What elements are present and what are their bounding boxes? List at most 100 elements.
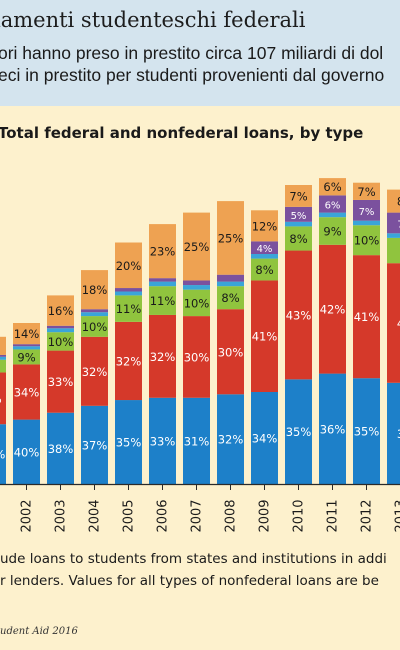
data-label-green: 8% — [255, 263, 273, 277]
bar-segment-purple — [149, 278, 176, 282]
data-label-blue: 34% — [252, 432, 278, 446]
bar-segment-red — [285, 250, 312, 380]
bar-segment-green — [115, 295, 142, 322]
subtitle-line: ori hanno preso in prestito circa 107 mi… — [0, 43, 384, 63]
data-label-orange: 12% — [252, 219, 278, 233]
bar-segment-green — [285, 226, 312, 251]
data-label-red: 43% — [286, 308, 312, 322]
bar-segment-cyan — [251, 254, 278, 259]
data-label-blue: 31% — [184, 434, 210, 448]
bar-segment-red — [47, 350, 74, 413]
data-label-orange: 25% — [218, 231, 244, 245]
bar-segment-purple — [47, 325, 74, 329]
data-label-orange: 7% — [289, 189, 307, 203]
data-label-purple: 4% — [257, 244, 273, 255]
bar-segment-cyan — [115, 291, 142, 296]
bar-segment-green — [319, 217, 346, 245]
data-label-green: 11% — [116, 302, 142, 316]
bar-segment-green — [387, 237, 400, 264]
data-label-red: 4% — [0, 392, 2, 406]
data-label-blue: 38% — [48, 442, 74, 456]
data-label-purple: 7% — [359, 207, 375, 218]
data-label-blue: 3 — [397, 427, 400, 441]
bar-segment-red — [217, 309, 244, 395]
chart-title: Total federal and nonfederal loans, by t… — [0, 124, 364, 142]
bar-segment-blue — [353, 378, 380, 484]
bar-segment-purple — [319, 195, 346, 213]
bar-segment-orange — [47, 295, 74, 326]
data-label-blue: 37% — [82, 438, 108, 452]
data-label-orange: 23% — [150, 245, 176, 259]
x-tick-label: 2001 — [0, 499, 1, 532]
bar-segment-orange — [0, 336, 6, 355]
bar-segment-blue — [217, 394, 244, 484]
bar-segment-cyan — [0, 356, 6, 360]
data-label-blue: 40% — [14, 445, 40, 459]
data-label-green: 8% — [221, 291, 239, 305]
bar-segment-red — [183, 316, 210, 398]
x-tick-label: 2008 — [224, 499, 239, 532]
x-tick-label: 2013 — [394, 499, 400, 532]
bar-segment-purple — [387, 212, 400, 234]
data-label-red: 32% — [150, 350, 176, 364]
data-label-blue: 35% — [116, 436, 142, 450]
bar-segment-purple — [81, 309, 108, 313]
data-label-blue: 35% — [286, 425, 312, 439]
data-label-red: 32% — [116, 354, 142, 368]
data-label-orange: 14% — [14, 327, 40, 341]
data-label-blue: 32% — [218, 433, 244, 447]
bar-segment-red — [0, 372, 6, 425]
bar-segment-blue — [13, 419, 40, 484]
data-label-blue: 40% — [0, 448, 5, 462]
bar-segment-cyan — [353, 220, 380, 226]
bar-segment-orange — [149, 224, 176, 279]
bar-segment-cyan — [387, 233, 400, 238]
bar-segment-cyan — [47, 328, 74, 333]
bar-segment-cyan — [81, 312, 108, 317]
footnote-line: ude loans to students from states and in… — [0, 551, 387, 567]
bar-segment-red — [319, 244, 346, 374]
bar-segment-green — [183, 289, 210, 317]
bar-segment-cyan — [183, 285, 210, 290]
bar-segment-green — [149, 286, 176, 315]
x-tick-label: 2010 — [292, 499, 307, 532]
bar-segment-red — [115, 321, 142, 401]
bar-segment-orange — [319, 178, 346, 196]
x-tick-label: 2011 — [326, 499, 341, 532]
x-tick-label: 2009 — [258, 499, 273, 532]
bar-segment-orange — [115, 242, 142, 289]
footnote-line: r lenders. Values for all types of nonfe… — [0, 573, 379, 589]
data-label-orange: 20% — [116, 259, 142, 273]
data-label-orange: 18% — [82, 283, 108, 297]
data-label-blue: 36% — [320, 422, 346, 436]
data-label-purple: 6% — [325, 200, 341, 211]
bar-segment-purple — [115, 288, 142, 292]
x-tick-label: 2004 — [88, 499, 103, 532]
bar-segment-purple — [183, 280, 210, 286]
data-label-orange: 7% — [357, 185, 375, 199]
bar-segment-red — [81, 336, 108, 406]
bar-segment-orange — [251, 210, 278, 242]
data-label-orange: 6% — [323, 180, 341, 194]
bar-segment-blue — [183, 397, 210, 484]
data-label-red: 30% — [184, 350, 210, 364]
data-label-red: 33% — [48, 375, 74, 389]
bar-segment-orange — [183, 212, 210, 281]
bar-segment-purple — [353, 199, 380, 221]
data-label-green: 9% — [17, 350, 35, 364]
data-label-red: 30% — [218, 345, 244, 359]
bar-segment-blue — [251, 392, 278, 484]
bar-segment-red — [387, 263, 400, 383]
footnote: ude loans to students from states and in… — [0, 548, 400, 592]
bar-segment-orange — [285, 185, 312, 207]
x-tick-label: 2006 — [156, 499, 171, 532]
x-tick-label: 2002 — [20, 499, 35, 532]
data-label-red: 34% — [14, 386, 40, 400]
stacked-bar-chart: 40%4%200140%34%9%14%200238%33%10%16%2003… — [0, 178, 400, 533]
x-tick-label: 2007 — [190, 499, 205, 532]
bar-segment-blue — [387, 382, 400, 484]
data-label-red: 41% — [252, 330, 278, 344]
data-label-red: 42% — [320, 303, 346, 317]
data-label-green: 11% — [150, 294, 176, 308]
bar-segment-red — [13, 364, 40, 420]
